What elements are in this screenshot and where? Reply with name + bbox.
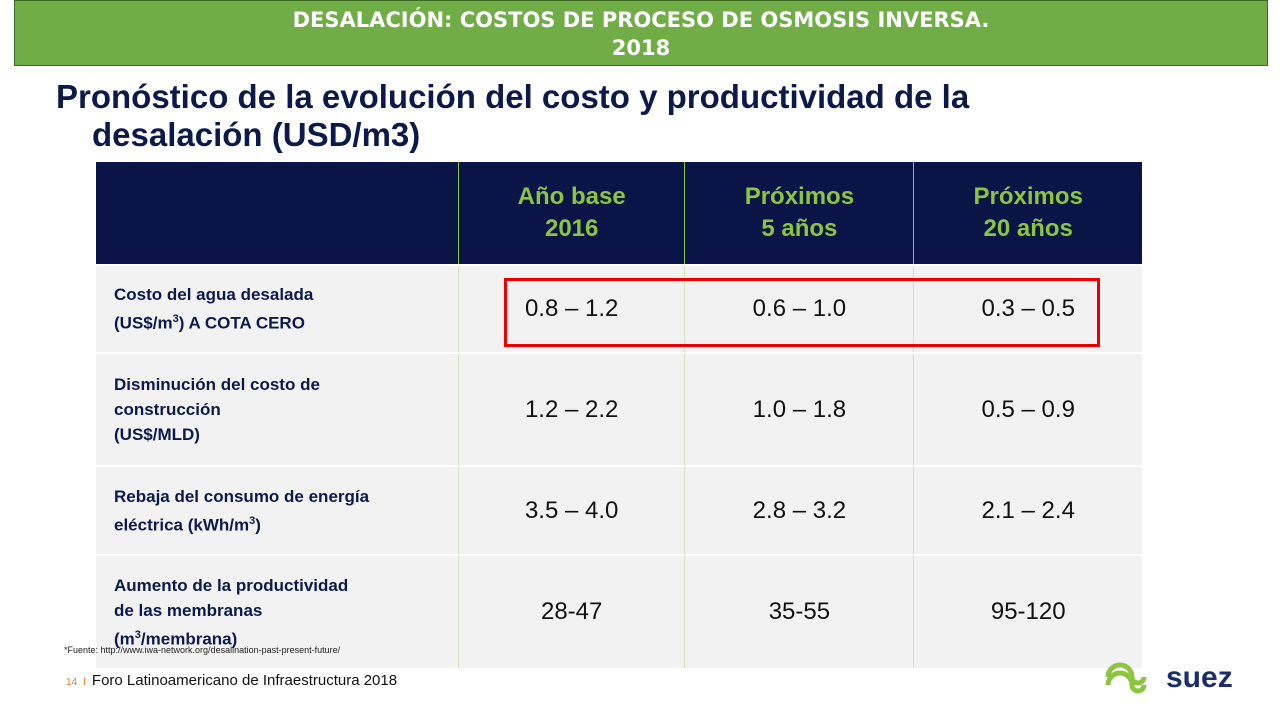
label-text: eléctrica (kWh/m <box>114 515 250 535</box>
table-row: Aumento de la productividad de las membra… <box>96 554 1142 668</box>
label-text: (m <box>114 629 135 649</box>
column-header: Próximos 5 años <box>684 162 914 265</box>
label-line: Rebaja del consumo de energía <box>114 484 457 509</box>
label-text: ) <box>255 515 261 535</box>
value-cell: 0.5 – 0.9 <box>913 352 1142 466</box>
cost-table: Año base 2016 Próximos 5 años Próximos 20 año… <box>96 162 1142 668</box>
logo: suez <box>1105 661 1233 694</box>
superscript: 3 <box>134 628 141 641</box>
value-cell: 1.2 – 2.2 <box>457 352 685 466</box>
logo-mark <box>1105 662 1147 694</box>
label-text: construcción <box>114 400 221 419</box>
heading: Pronóstico de la evolución del costo y p… <box>56 78 969 154</box>
header-line: 5 años <box>761 215 838 242</box>
label-text: (US$/MLD) <box>114 425 200 444</box>
value-cell: 2.1 – 2.4 <box>913 465 1142 555</box>
header-line: Próximos <box>744 183 855 210</box>
label-line: (US$/m3) A COTA CERO <box>114 307 457 336</box>
label-text: de las membranas <box>114 600 263 620</box>
label-text: Aumento de la productividad <box>114 575 349 595</box>
label-line: Costo del agua desalada <box>114 282 457 307</box>
label-text: /membrana) <box>140 629 238 649</box>
header-line: Próximos <box>973 183 1083 210</box>
value-cell: 95-120 <box>913 554 1142 668</box>
label-text: Costo del agua desalada <box>114 285 314 305</box>
label-line: (US$/MLD) <box>114 422 457 447</box>
label-text: Rebaja del consumo de energía <box>114 486 370 506</box>
label-line: eléctrica (kWh/m3) <box>114 509 457 538</box>
superscript: 3 <box>172 313 179 326</box>
label-line: Disminución del costo de <box>114 372 457 397</box>
value-cell: 3.5 – 4.0 <box>457 465 685 555</box>
separator: I <box>83 677 86 688</box>
header-line: 20 años <box>983 215 1073 242</box>
value-cell: 35-55 <box>684 554 914 668</box>
column-header: Próximos 20 años <box>913 162 1142 265</box>
label-text: ) A COTA CERO <box>178 313 305 333</box>
logo-text: suez <box>1166 661 1233 694</box>
title-line: DESALACIÓN: COSTOS DE PROCESO DE OSMOSIS… <box>292 8 990 32</box>
heading-line: Pronóstico de la evolución del costo y p… <box>56 78 970 115</box>
row-label: Costo del agua desalada (US$/m3) A COTA C… <box>96 264 459 353</box>
table-row: Rebaja del consumo de energía eléctrica (… <box>96 465 1142 555</box>
label-line: Aumento de la productividad <box>114 573 457 598</box>
superscript: 3 <box>249 514 256 527</box>
label-line: de las membranas <box>114 598 457 623</box>
page-number: 14 <box>66 677 78 688</box>
value-cell: 1.0 – 1.8 <box>684 352 914 466</box>
row-label: Rebaja del consumo de energía eléctrica (… <box>96 465 459 555</box>
header-empty <box>96 162 459 265</box>
value-cell: 28-47 <box>457 554 685 668</box>
footer-text: Foro Latinoamericano de Infraestructura … <box>91 672 398 689</box>
column-header: Año base 2016 <box>457 162 685 265</box>
row-label: Aumento de la productividad de las membra… <box>96 554 459 668</box>
label-text: Disminución del costo de <box>114 375 320 394</box>
label-line: construcción <box>114 397 457 422</box>
value-cell: 2.8 – 3.2 <box>684 465 914 555</box>
highlight-box <box>504 278 1100 347</box>
heading-line: desalación (USD/m3) <box>92 116 421 153</box>
row-label: Disminución del costo de construcción (US$… <box>96 352 459 466</box>
label-text: (US$/m <box>114 313 173 333</box>
title-banner: DESALACIÓN: COSTOS DE PROCESO DE OSMOSIS… <box>14 0 1268 66</box>
footer: 14 I Foro Latinoamericano de Infraestructu… <box>66 672 397 689</box>
title-line: 2018 <box>611 36 671 60</box>
header-line: 2016 <box>544 215 599 242</box>
label-line: (m3/membrana) <box>114 623 457 652</box>
header-line: Año base <box>517 183 626 210</box>
table-row: Disminución del costo de construcción (US$… <box>96 352 1142 466</box>
footnote: *Fuente: http://www.iwa-network.org/desa… <box>64 645 341 655</box>
